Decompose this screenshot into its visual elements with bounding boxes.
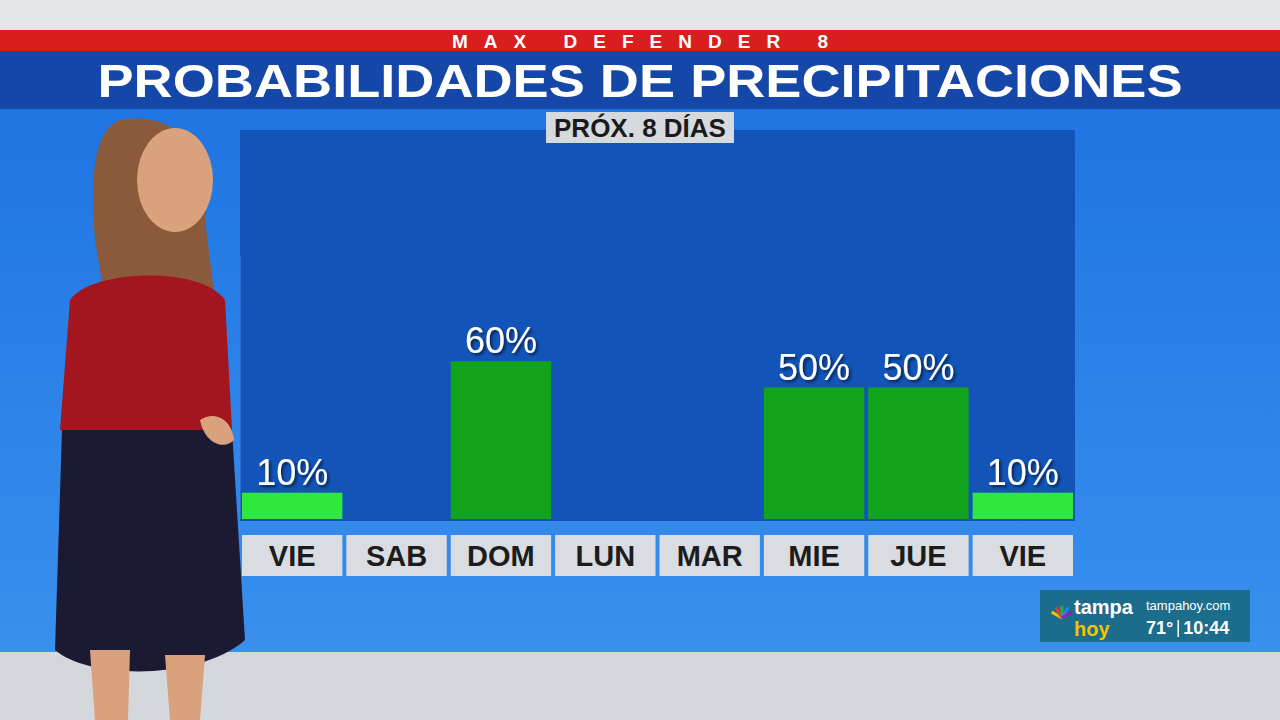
x-tick-label: SAB xyxy=(366,540,427,572)
background xyxy=(0,0,1280,720)
bar xyxy=(973,493,1073,519)
category-box xyxy=(660,535,760,576)
subtitle: PRÓX. 8 DÍAS xyxy=(554,113,726,143)
x-tick-label: JUE xyxy=(890,540,946,572)
presenter-top xyxy=(60,276,232,430)
bar xyxy=(242,493,342,519)
logo-top: tampa xyxy=(1074,596,1134,618)
data-label: 10% xyxy=(987,452,1059,493)
data-label: 10% xyxy=(256,452,328,493)
separator xyxy=(1177,620,1179,637)
bar xyxy=(451,361,551,519)
red-band xyxy=(0,30,1280,51)
presenter-hands xyxy=(200,416,234,445)
supertitle: MAX DEFENDER 8 xyxy=(452,31,828,52)
x-tick-label: LUN xyxy=(576,540,636,572)
station-logo: tampahoy tampahoy.com 71° 10:44 xyxy=(1040,590,1250,642)
root: MAX DEFENDER 8 PROBABILIDADES DE PRECIPIT… xyxy=(0,0,1280,720)
category-box xyxy=(868,535,968,576)
x-tick-label: MAR xyxy=(677,540,743,572)
presenter-skirt xyxy=(55,430,245,671)
category-box xyxy=(973,535,1073,576)
x-tick-label: MIE xyxy=(788,540,840,572)
category-box xyxy=(451,535,551,576)
data-label: 50% xyxy=(778,347,850,388)
logo-bottom: hoy xyxy=(1074,618,1110,640)
bar xyxy=(764,388,864,520)
logo-box xyxy=(1040,590,1250,642)
presenter xyxy=(55,118,245,720)
presenter-face xyxy=(137,128,213,232)
plot-panel xyxy=(240,130,1075,521)
site: tampahoy.com xyxy=(1146,598,1230,613)
subtitle-box xyxy=(546,112,734,143)
x-tick-label: VIE xyxy=(269,540,316,572)
title-band xyxy=(0,51,1280,109)
presenter-legs xyxy=(90,650,205,720)
x-tick-label: VIE xyxy=(999,540,1046,572)
x-tick-label: DOM xyxy=(467,540,535,572)
logo-ray xyxy=(1062,612,1072,618)
data-label: 50% xyxy=(882,347,954,388)
category-box xyxy=(555,535,655,576)
temperature: 71° xyxy=(1146,618,1173,638)
category-box xyxy=(764,535,864,576)
chart: MAX DEFENDER 8 PROBABILIDADES DE PRECIPIT… xyxy=(0,0,1280,720)
category-box xyxy=(242,535,342,576)
top-strip xyxy=(0,0,1280,30)
data-label: 60% xyxy=(465,320,537,361)
category-box xyxy=(346,535,446,576)
y-axis-line xyxy=(240,256,241,519)
bar xyxy=(868,388,968,520)
x-axis: VIE SAB DOM LUN MAR MIE JUE VIE xyxy=(242,535,1073,576)
title: PROBABILIDADES DE PRECIPITACIONES xyxy=(98,55,1183,107)
data-labels: 10% 60% 50% 50% 10% xyxy=(256,320,1059,493)
time: 10:44 xyxy=(1183,618,1229,638)
